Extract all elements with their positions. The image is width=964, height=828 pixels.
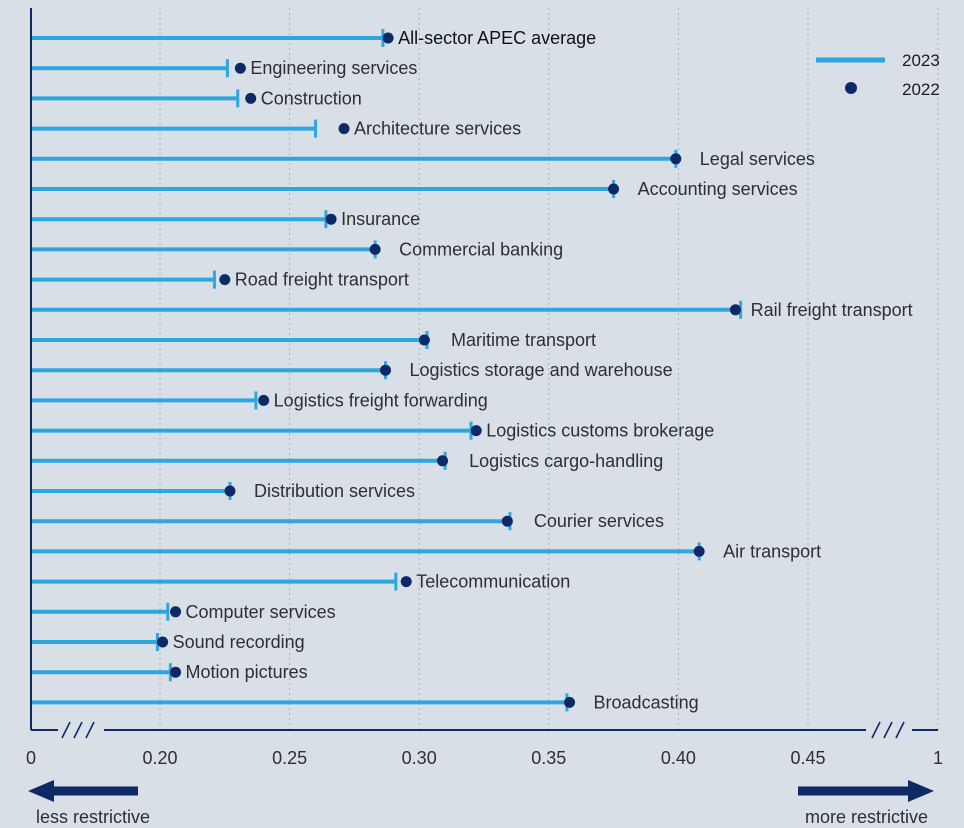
category-label: Logistics storage and warehouse [410, 360, 673, 380]
bar-series-2023 [31, 29, 743, 712]
dot-2022 [245, 92, 257, 104]
dot-2022 [564, 696, 576, 708]
dot-2022 [501, 515, 513, 527]
legend-label-2022: 2022 [902, 80, 940, 99]
category-label: Insurance [341, 209, 420, 229]
category-label: Air transport [723, 541, 821, 561]
bar-2023 [31, 240, 377, 259]
x-tick-label: 1 [933, 748, 943, 768]
category-label: Courier services [534, 511, 664, 531]
bar-2023 [31, 391, 258, 410]
dot-2022 [608, 183, 620, 195]
bar-2023 [31, 542, 701, 561]
dot-2022 [234, 62, 246, 74]
bar-2023 [31, 602, 170, 621]
x-tick-label: 0 [26, 748, 36, 768]
more-restrictive-label: more restrictive [805, 807, 928, 827]
dot-2022 [170, 666, 182, 678]
dot-2022 [437, 455, 449, 467]
category-label: Motion pictures [186, 662, 308, 682]
category-label: Road freight transport [235, 270, 409, 290]
bar-2023 [31, 119, 318, 138]
dot-2022 [380, 364, 392, 376]
category-label: Logistics freight forwarding [274, 390, 488, 410]
bar-2023 [31, 331, 429, 349]
bar-2023 [31, 59, 229, 78]
category-label: Maritime transport [451, 330, 596, 350]
x-axis: 0 0.20 0.25 0.30 0.35 0.40 0.45 1 [26, 8, 943, 768]
category-label: Logistics customs brokerage [486, 421, 714, 441]
category-label: Commercial banking [399, 239, 563, 259]
category-labels: All-sector APEC average Engineering servi… [173, 28, 913, 712]
category-label: Legal services [700, 149, 815, 169]
dot-2022 [258, 394, 270, 406]
category-label: Logistics cargo-handling [469, 451, 663, 471]
x-tick-label: 0.40 [661, 748, 696, 768]
bar-2023 [31, 633, 159, 651]
axis-break-icon [61, 721, 95, 739]
dot-2022 [670, 153, 682, 165]
category-label: Rail freight transport [751, 300, 913, 320]
category-label: Computer services [186, 602, 336, 622]
bar-2023 [31, 210, 328, 229]
x-tick-label: 0.45 [790, 748, 825, 768]
dot-2022 [157, 636, 169, 648]
direction-indicators: less restrictive more restrictive [28, 780, 934, 827]
dot-2022 [338, 123, 350, 135]
dot-2022 [369, 243, 381, 255]
dot-2022 [693, 545, 705, 557]
dot-2022 [224, 485, 236, 497]
bar-2023 [31, 663, 172, 682]
bar-2023 [31, 149, 678, 168]
category-label: Engineering services [250, 58, 417, 78]
bar-2023 [31, 451, 447, 470]
bar-2023 [31, 300, 743, 319]
bar-2023 [31, 361, 388, 380]
bar-2023 [31, 270, 216, 289]
axis-break-icon [871, 721, 905, 739]
category-label: Sound recording [173, 632, 305, 652]
dot-2022 [382, 32, 394, 44]
left-arrow-icon [28, 780, 138, 802]
category-label: Broadcasting [594, 692, 699, 712]
category-label: All-sector APEC average [398, 28, 596, 48]
bar-2023 [31, 482, 232, 500]
legend-label-2023: 2023 [902, 51, 940, 70]
category-label: Architecture services [354, 119, 521, 139]
dot-2022 [170, 606, 182, 618]
bar-2023 [31, 512, 512, 531]
bar-2023 [31, 421, 473, 440]
category-label: Accounting services [638, 179, 798, 199]
dot-2022 [470, 425, 482, 437]
dot-2022 [729, 304, 741, 316]
dot-2022 [219, 274, 231, 286]
right-arrow-icon [798, 780, 934, 802]
dot-2022 [325, 213, 337, 225]
category-label: Distribution services [254, 481, 415, 501]
bar-2023 [31, 29, 385, 47]
bar-2023 [31, 89, 240, 108]
x-tick-label: 0.25 [272, 748, 307, 768]
legend-marker-2022 [845, 82, 857, 94]
bar-2023 [31, 693, 569, 712]
x-tick-label: 0.20 [142, 748, 177, 768]
x-tick-label: 0.35 [531, 748, 566, 768]
category-label: Construction [261, 88, 362, 108]
less-restrictive-label: less restrictive [36, 807, 150, 827]
category-label: Telecommunication [416, 572, 570, 592]
x-tick-label: 0.30 [402, 748, 437, 768]
dot-2022 [400, 576, 412, 588]
dot-series-2022 [157, 32, 741, 708]
legend: 2023 2022 [816, 51, 940, 99]
bar-2023 [31, 572, 398, 591]
bar-2023 [31, 180, 616, 198]
dot-2022 [418, 334, 430, 346]
